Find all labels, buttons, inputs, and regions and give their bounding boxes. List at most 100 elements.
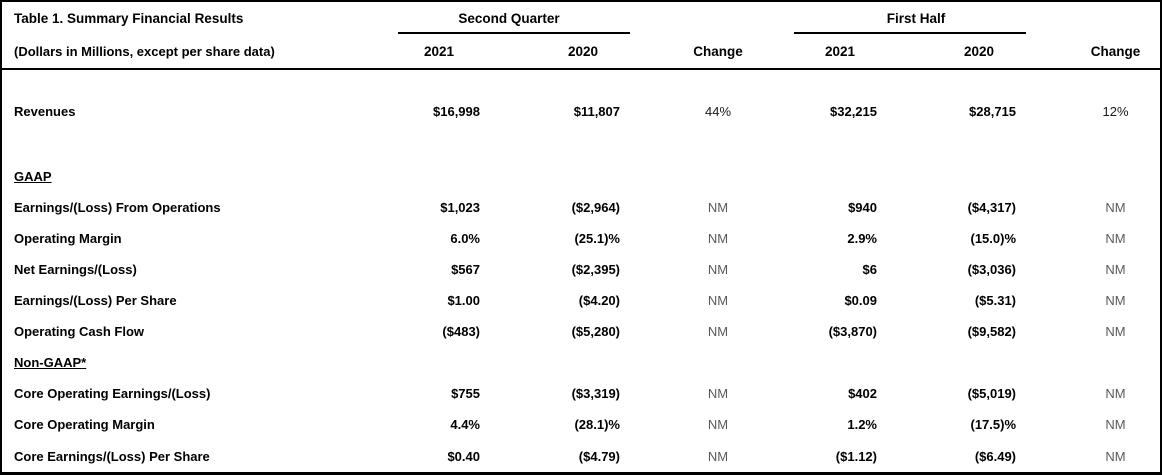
table-row-net-earnings: Net Earnings/(Loss) $567 ($2,395) NM $6 … — [2, 254, 1160, 285]
spacer-row — [2, 126, 1160, 161]
cell-fh-change: NM — [1105, 293, 1126, 308]
cell-fh-2020: (17.5)% — [970, 417, 1017, 432]
cell-fh-2020: ($6.49) — [974, 448, 1017, 464]
cell-fh-2020: ($5.31) — [974, 293, 1017, 308]
cell-sq-2020: (28.1)% — [574, 417, 620, 432]
cell-fh-2021: $0.09 — [844, 293, 877, 308]
cell-fh-2021: ($3,870) — [828, 324, 877, 339]
table-row-earnings-per-share: Earnings/(Loss) Per Share $1.00 ($4.20) … — [2, 285, 1160, 316]
cell-fh-2020: $28,715 — [969, 103, 1017, 119]
cell-fh-change: NM — [1105, 200, 1126, 215]
cell-sq-2021: $755 — [451, 386, 480, 401]
spacer-cell — [628, 2, 808, 34]
spacer-cell — [390, 347, 1160, 378]
cell-fh-2021: $402 — [848, 386, 877, 401]
cell-sq-change: NM — [707, 386, 729, 401]
cell-sq-2020: ($2,964) — [571, 200, 620, 215]
table-row-operating-cash-flow: Operating Cash Flow ($483) ($5,280) NM (… — [2, 316, 1160, 347]
cell-sq-2021: 4.4% — [450, 417, 480, 432]
cell-sq-change: NM — [707, 231, 729, 246]
cell-fh-2021: ($1.12) — [835, 448, 877, 464]
row-label: Operating Margin — [14, 231, 122, 246]
row-label: Operating Cash Flow — [14, 324, 145, 339]
cell-fh-2021: $940 — [848, 200, 877, 215]
table-row-core-operating-margin: Core Operating Margin 4.4% (28.1)% NM 1.… — [2, 409, 1160, 440]
cell-fh-2021: $32,215 — [830, 103, 877, 119]
second-quarter-label: Second Quarter — [458, 10, 560, 26]
cell-sq-2021: $1,023 — [440, 200, 480, 215]
col-header-2021-fh: 2021 — [808, 34, 885, 70]
first-half-underline — [794, 32, 1027, 34]
table-subtitle: (Dollars in Millions, except per share d… — [2, 34, 390, 70]
cell-sq-change: 44% — [704, 103, 732, 119]
col-header-change-fh: Change — [1024, 34, 1161, 70]
first-half-label: First Half — [886, 10, 946, 26]
cell-fh-change: NM — [1105, 448, 1126, 464]
col-header-2020-fh: 2020 — [885, 34, 1025, 70]
col-group-second-quarter: Second Quarter — [390, 2, 630, 34]
cell-fh-2020: (15.0)% — [970, 231, 1017, 246]
cell-sq-2021: $567 — [451, 262, 480, 277]
row-label: Revenues — [14, 103, 76, 119]
row-label: Net Earnings/(Loss) — [14, 262, 137, 277]
cell-sq-change: NM — [707, 262, 729, 277]
col-header-change-sq: Change — [628, 34, 808, 70]
cell-fh-change: NM — [1105, 262, 1126, 277]
cell-fh-2020: ($9,582) — [967, 324, 1017, 339]
col-group-first-half: First Half — [794, 2, 1027, 34]
row-label: Earnings/(Loss) From Operations — [14, 200, 221, 215]
table-row-earnings-from-operations: Earnings/(Loss) From Operations $1,023 (… — [2, 192, 1160, 223]
cell-fh-2021: 1.2% — [847, 417, 877, 432]
cell-fh-change: NM — [1105, 417, 1126, 432]
table-title: Table 1. Summary Financial Results — [14, 10, 244, 26]
section-row-gaap: GAAP — [2, 161, 1160, 192]
table-row-revenues: Revenues $16,998 $11,807 44% $32,215 $28… — [2, 96, 1160, 126]
cell-sq-2020: ($3,319) — [571, 386, 620, 401]
cell-sq-2020: $11,807 — [573, 103, 620, 119]
row-label: Core Operating Margin — [14, 417, 155, 432]
spacer-cell — [1024, 2, 1160, 34]
col-header-2021-sq: 2021 — [390, 34, 484, 70]
cell-fh-2020: ($5,019) — [967, 386, 1017, 401]
cell-sq-2021: $0.40 — [447, 448, 480, 464]
spacer-cell — [2, 70, 1160, 96]
cell-sq-2020: ($4.20) — [578, 293, 620, 308]
cell-sq-2021: ($483) — [442, 324, 480, 339]
row-label: Core Earnings/(Loss) Per Share — [14, 448, 210, 464]
cell-sq-2021: $1.00 — [447, 293, 480, 308]
cell-sq-2020: ($4.79) — [578, 448, 620, 464]
cell-fh-2021: $6 — [862, 262, 877, 277]
cell-sq-2021: 6.0% — [450, 231, 480, 246]
table-row-operating-margin: Operating Margin 6.0% (25.1)% NM 2.9% (1… — [2, 223, 1160, 254]
cell-fh-change: NM — [1105, 386, 1126, 401]
second-quarter-underline — [398, 32, 630, 34]
cell-sq-2020: ($2,395) — [571, 262, 620, 277]
table-row-core-operating-earnings: Core Operating Earnings/(Loss) $755 ($3,… — [2, 378, 1160, 409]
cell-fh-change: 12% — [1102, 103, 1129, 119]
header-row-groups: Table 1. Summary Financial Results Secon… — [2, 2, 1160, 34]
section-label-non-gaap: Non-GAAP* — [14, 355, 87, 370]
cell-sq-change: NM — [707, 293, 729, 308]
col-header-2020-sq: 2020 — [484, 34, 628, 70]
cell-sq-2021: $16,998 — [433, 103, 480, 119]
spacer-row — [2, 70, 1160, 96]
cell-fh-2021: 2.9% — [847, 231, 877, 246]
section-row-non-gaap: Non-GAAP* — [2, 347, 1160, 378]
cell-fh-2020: ($4,317) — [967, 200, 1017, 215]
section-label-gaap: GAAP — [14, 169, 52, 184]
cell-sq-2020: ($5,280) — [571, 324, 620, 339]
header-row-years: (Dollars in Millions, except per share d… — [2, 34, 1161, 70]
spacer-cell — [390, 161, 1160, 192]
row-label: Core Operating Earnings/(Loss) — [14, 386, 211, 401]
row-label: Earnings/(Loss) Per Share — [14, 293, 177, 308]
spacer-cell — [2, 126, 1160, 161]
cell-fh-change: NM — [1105, 231, 1126, 246]
table-row-core-earnings-per-share: Core Earnings/(Loss) Per Share $0.40 ($4… — [2, 440, 1160, 472]
cell-fh-change: NM — [1105, 324, 1126, 339]
cell-sq-change: NM — [707, 324, 729, 339]
cell-fh-2020: ($3,036) — [967, 262, 1017, 277]
cell-sq-2020: (25.1)% — [574, 231, 620, 246]
cell-sq-change: NM — [707, 448, 729, 464]
cell-sq-change: NM — [707, 200, 729, 215]
